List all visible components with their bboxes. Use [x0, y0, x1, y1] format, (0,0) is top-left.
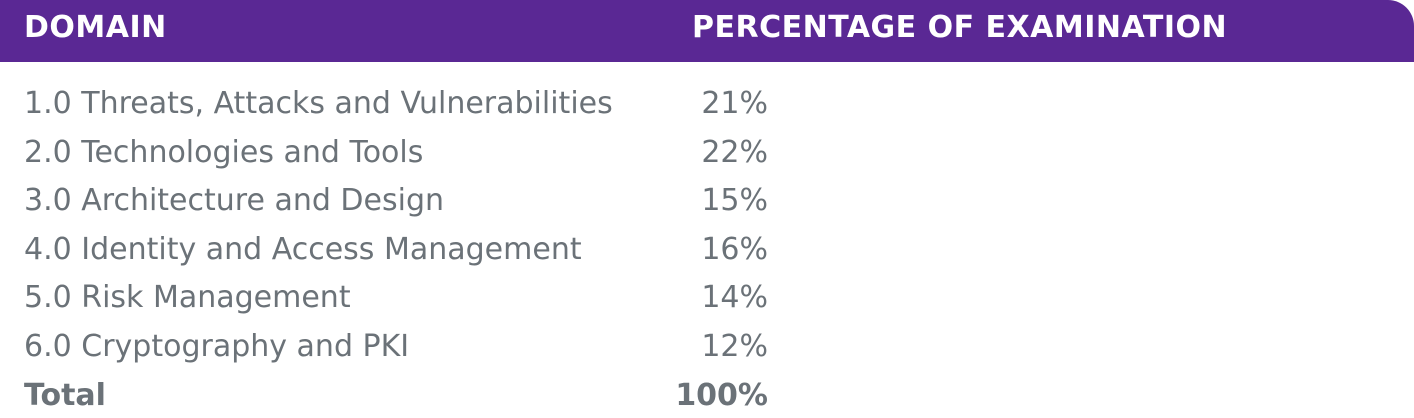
header-percentage: PERCENTAGE OF EXAMINATION — [692, 10, 1228, 45]
total-row: Total 100% — [0, 370, 1414, 418]
percentage-cell: 14% — [701, 280, 768, 316]
table-row: 1.0 Threats, Attacks and Vulnerabilities… — [0, 78, 1414, 127]
total-label: Total — [24, 377, 106, 413]
table-body: 1.0 Threats, Attacks and Vulnerabilities… — [0, 78, 1414, 418]
percentage-cell: 21% — [701, 86, 768, 121]
domain-cell: 2.0 Technologies and Tools — [24, 134, 424, 170]
percentage-cell: 16% — [701, 231, 768, 267]
domain-cell: 6.0 Cryptography and PKI — [24, 328, 410, 364]
table-header: DOMAIN PERCENTAGE OF EXAMINATION — [0, 0, 1414, 62]
header-domain: DOMAIN — [24, 10, 167, 45]
domain-cell: 4.0 Identity and Access Management — [24, 231, 582, 267]
percentage-cell: 12% — [701, 328, 768, 364]
domain-cell: 3.0 Architecture and Design — [24, 183, 444, 219]
table-row: 3.0 Architecture and Design 15% — [0, 175, 1414, 224]
table-row: 5.0 Risk Management 14% — [0, 272, 1414, 321]
total-percentage: 100% — [675, 377, 768, 413]
table-row: 4.0 Identity and Access Management 16% — [0, 224, 1414, 273]
percentage-cell: 22% — [701, 134, 768, 170]
domain-cell: 1.0 Threats, Attacks and Vulnerabilities — [24, 86, 613, 121]
table-row: 2.0 Technologies and Tools 22% — [0, 127, 1414, 176]
domain-cell: 5.0 Risk Management — [24, 280, 351, 316]
table-row: 6.0 Cryptography and PKI 12% — [0, 321, 1414, 370]
percentage-cell: 15% — [701, 183, 768, 219]
